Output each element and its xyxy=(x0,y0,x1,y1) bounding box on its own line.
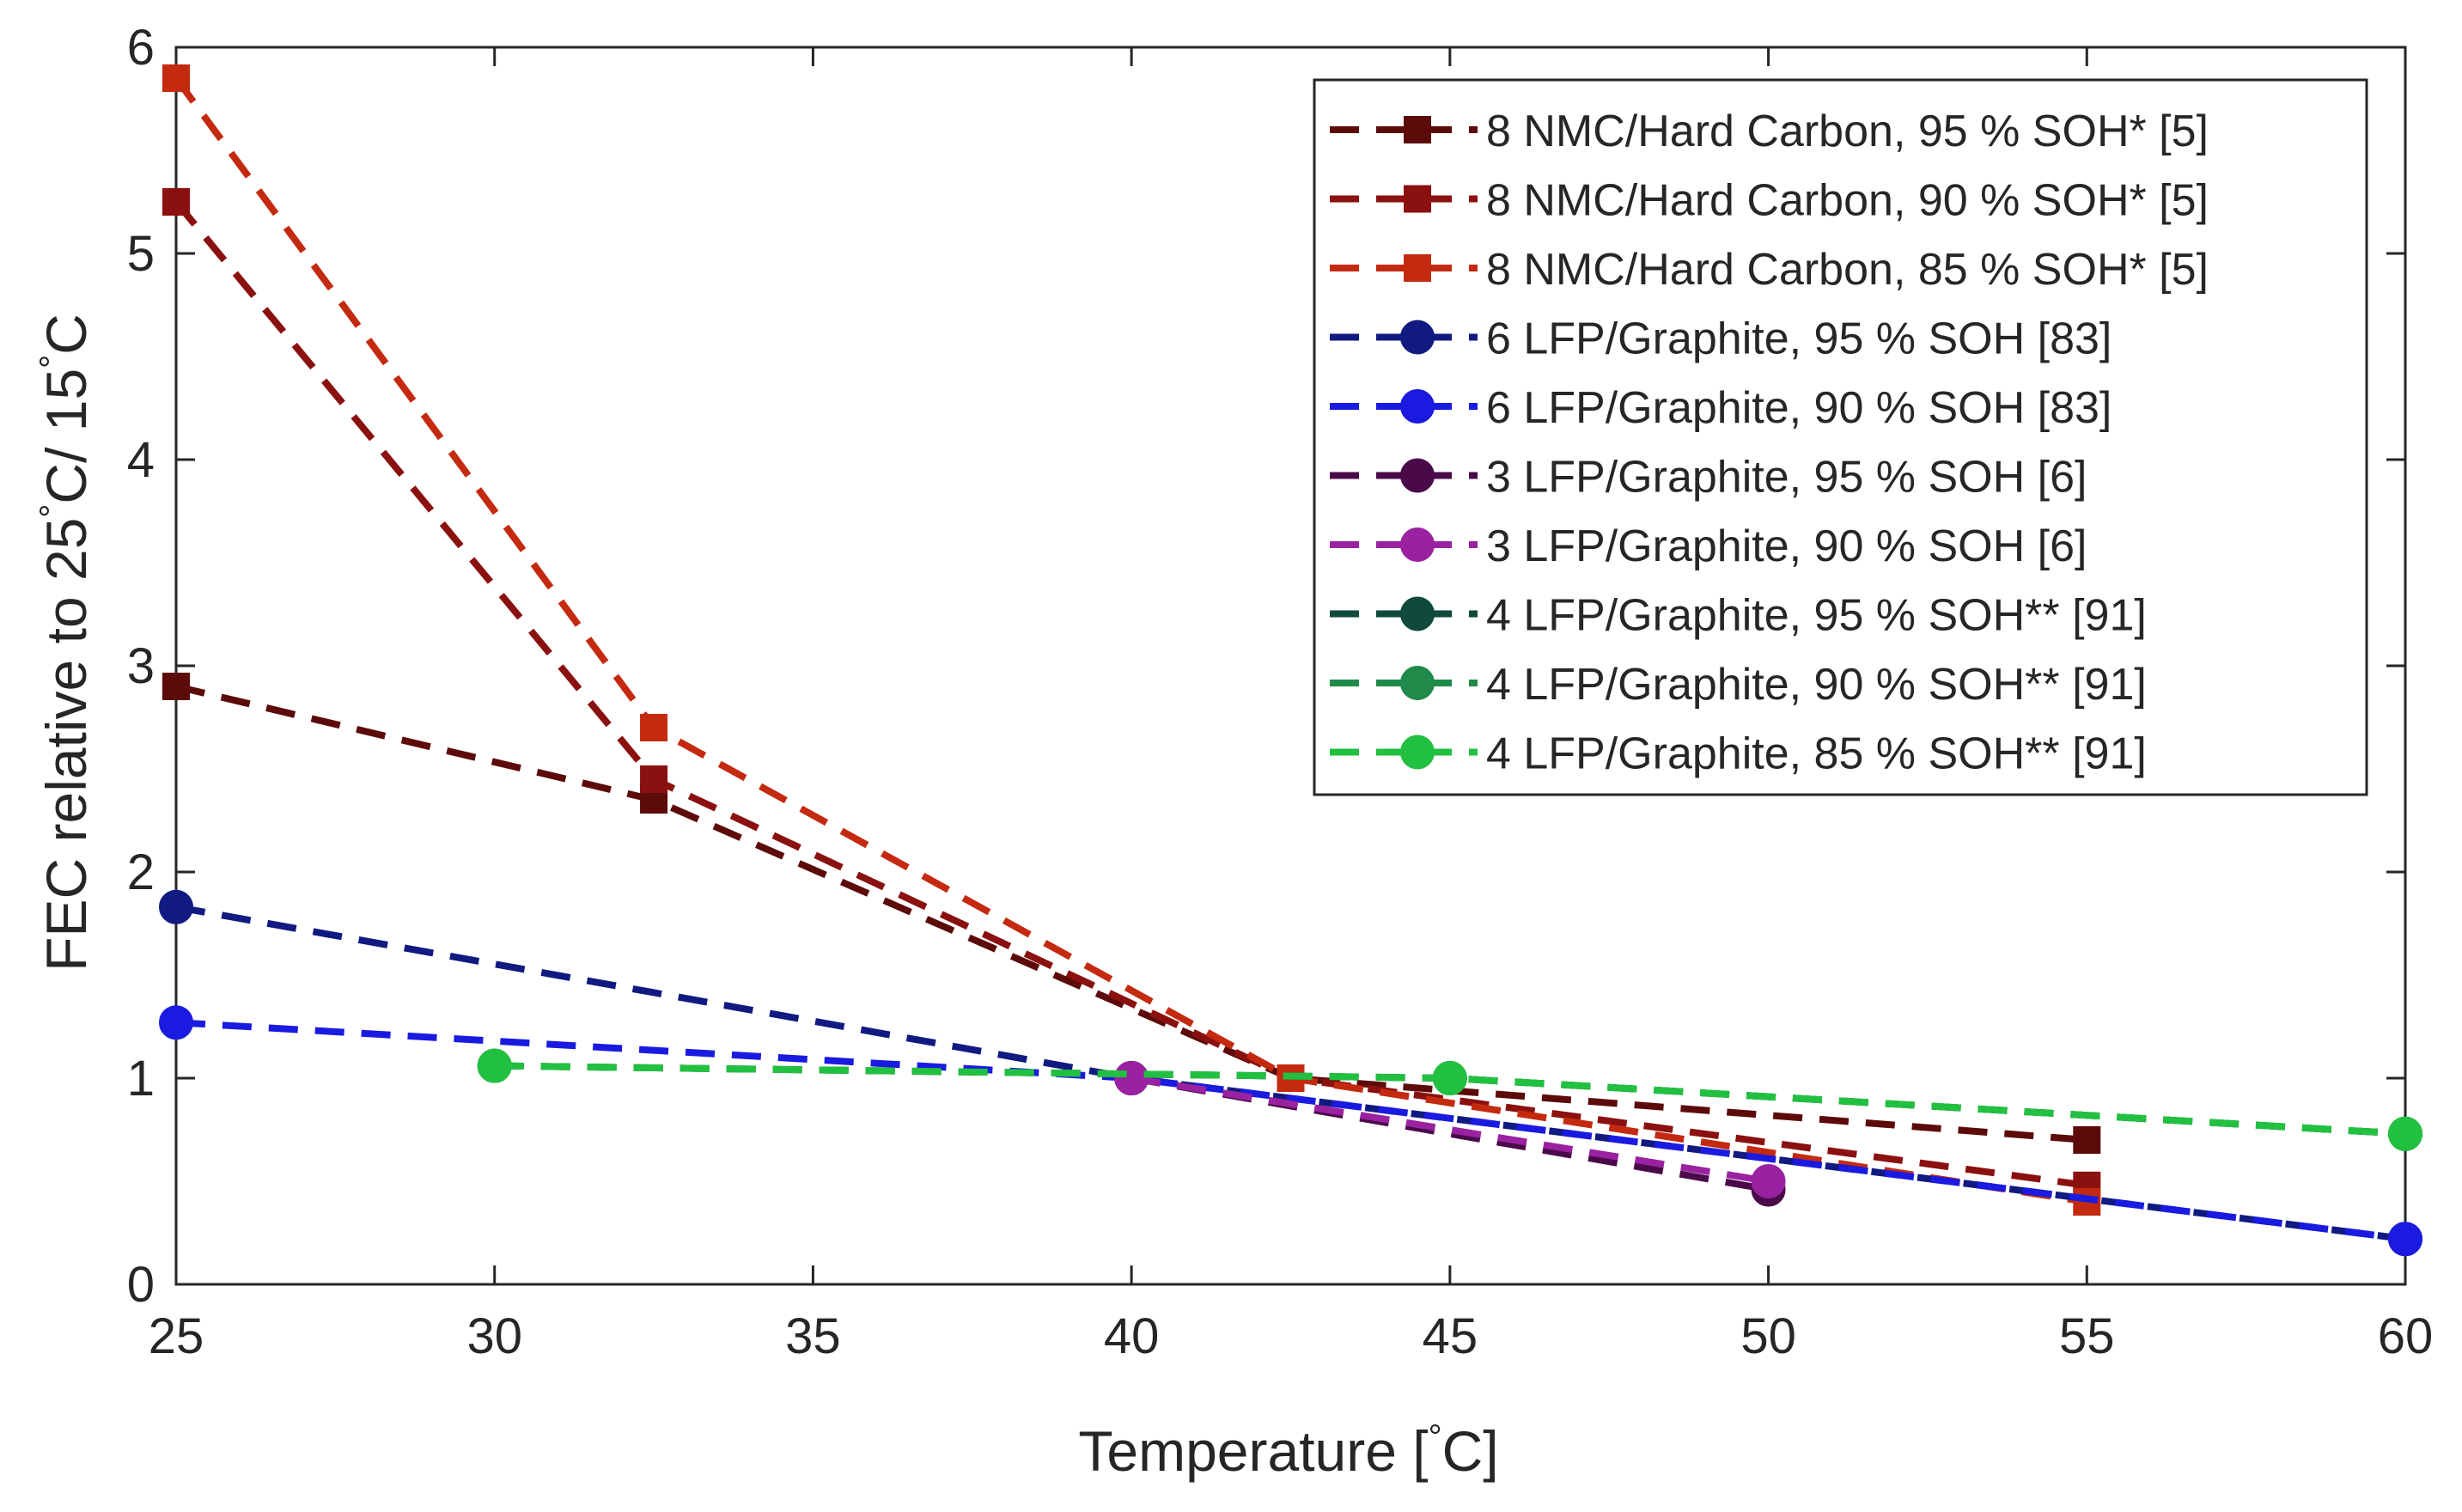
data-point-s2-2 xyxy=(640,765,668,793)
series-line-1 xyxy=(175,683,2087,1143)
x-tick-label: 30 xyxy=(466,1308,522,1364)
series-line-5 xyxy=(175,1019,2406,1243)
legend-marker xyxy=(1400,666,1435,700)
legend-label: 6 LFP/Graphite, 95 % SOH [83] xyxy=(1486,314,2112,364)
data-point-s10-2 xyxy=(1432,1061,1467,1095)
legend-entry-7: 3 LFP/Graphite, 90 % SOH [6] xyxy=(1330,521,2087,571)
legend-label: 3 LFP/Graphite, 95 % SOH [6] xyxy=(1486,453,2087,503)
legend-label: 4 LFP/Graphite, 95 % SOH** [91] xyxy=(1486,591,2147,641)
y-tick-label: 0 xyxy=(127,1257,155,1313)
data-point-s5-3 xyxy=(2388,1222,2422,1257)
legend-marker xyxy=(1404,185,1431,213)
legend-entry-9: 4 LFP/Graphite, 90 % SOH** [91] xyxy=(1330,660,2147,710)
legend-marker xyxy=(1400,596,1435,631)
data-point-s3-1 xyxy=(162,64,190,92)
series-line-2 xyxy=(173,199,2087,1189)
x-tick-label: 50 xyxy=(1740,1308,1796,1364)
y-tick-label: 4 xyxy=(127,432,155,488)
legend: 8 NMC/Hard Carbon, 95 % SOH* [5] 8 NMC/Ha… xyxy=(1313,78,2368,796)
x-tick-label: 45 xyxy=(1423,1308,1478,1364)
data-point-s3-2 xyxy=(640,714,668,741)
legend-entry-5: 6 LFP/Graphite, 90 % SOH [83] xyxy=(1330,383,2112,433)
legend-label: 4 LFP/Graphite, 90 % SOH** [91] xyxy=(1486,660,2147,710)
legend-label: 4 LFP/Graphite, 85 % SOH** [91] xyxy=(1486,729,2147,779)
legend-marker xyxy=(1400,458,1435,493)
data-point-s1-1 xyxy=(162,673,190,700)
data-point-s5-1 xyxy=(159,1005,193,1040)
y-tick-label: 3 xyxy=(127,638,155,694)
legend-marker xyxy=(1400,527,1435,562)
legend-box xyxy=(1313,78,2368,796)
legend-entry-8: 4 LFP/Graphite, 95 % SOH** [91] xyxy=(1330,591,2147,641)
x-axis-label: Temperature [°C] xyxy=(1078,1418,1498,1483)
x-tick-label: 25 xyxy=(149,1308,204,1364)
legend-label: 3 LFP/Graphite, 90 % SOH [6] xyxy=(1486,521,2087,571)
legend-entry-10: 4 LFP/Graphite, 85 % SOH** [91] xyxy=(1330,729,2147,779)
data-point-s10-1 xyxy=(477,1048,512,1083)
legend-label: 6 LFP/Graphite, 90 % SOH [83] xyxy=(1486,383,2112,433)
y-tick-label: 5 xyxy=(127,226,155,282)
x-tick-label: 55 xyxy=(2059,1308,2115,1364)
y-tick-label: 6 xyxy=(127,20,155,76)
legend-entry-3: 8 NMC/Hard Carbon, 85 % SOH* [5] xyxy=(1330,245,2209,295)
y-tick-label: 2 xyxy=(127,844,155,900)
data-point-s2-1 xyxy=(162,188,190,216)
legend-entry-6: 3 LFP/Graphite, 95 % SOH [6] xyxy=(1330,453,2087,503)
legend-label: 8 NMC/Hard Carbon, 90 % SOH* [5] xyxy=(1486,176,2209,226)
data-point-s7-2 xyxy=(1751,1164,1786,1198)
legend-label: 8 NMC/Hard Carbon, 85 % SOH* [5] xyxy=(1486,245,2209,295)
series-line-3 xyxy=(173,76,2087,1205)
x-tick-label: 40 xyxy=(1104,1308,1160,1364)
series-line-7 xyxy=(1130,1075,1770,1185)
legend-marker xyxy=(1400,320,1435,355)
y-tick-label: 1 xyxy=(127,1051,155,1107)
x-tick-label: 35 xyxy=(785,1308,841,1364)
data-point-s7-1 xyxy=(1114,1061,1149,1095)
legend-marker xyxy=(1404,254,1431,282)
legend-label: 8 NMC/Hard Carbon, 95 % SOH* [5] xyxy=(1486,107,2209,156)
legend-marker xyxy=(1400,735,1435,770)
y-axis-label: FEC relative to 25°C/ 15°C xyxy=(34,314,98,972)
data-point-s10-3 xyxy=(2388,1116,2422,1151)
data-point-s1-4 xyxy=(2073,1126,2101,1154)
legend-marker xyxy=(1404,116,1431,143)
legend-marker xyxy=(1400,389,1435,424)
legend-entry-4: 6 LFP/Graphite, 95 % SOH [83] xyxy=(1330,314,2112,364)
x-tick-label: 60 xyxy=(2378,1308,2434,1364)
data-point-s4-1 xyxy=(159,889,193,924)
legend-entry-1: 8 NMC/Hard Carbon, 95 % SOH* [5] xyxy=(1330,107,2209,156)
legend-entry-2: 8 NMC/Hard Carbon, 90 % SOH* [5] xyxy=(1330,176,2209,226)
